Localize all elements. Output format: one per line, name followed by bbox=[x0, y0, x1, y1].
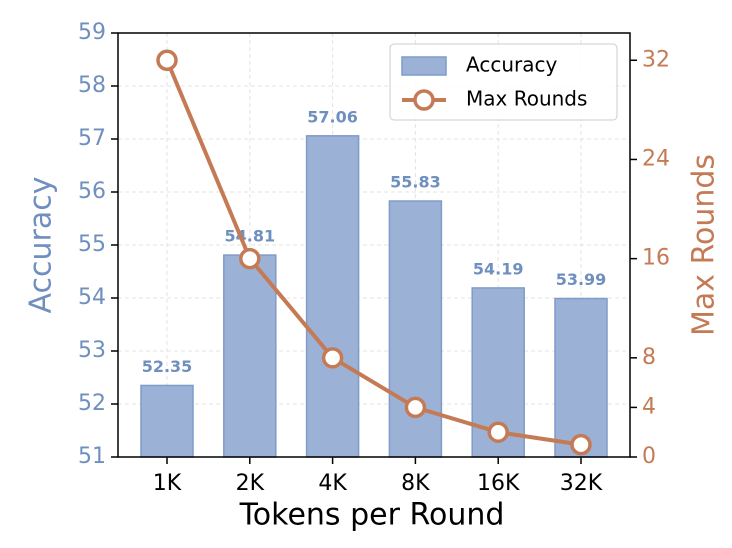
y2-tick-label: 8 bbox=[642, 345, 656, 370]
data-label: 55.83 bbox=[390, 173, 441, 192]
y2-tick-label: 32 bbox=[642, 47, 670, 72]
line-point bbox=[404, 396, 427, 419]
y-tick-label: 53 bbox=[78, 338, 106, 363]
bar bbox=[554, 297, 608, 458]
data-label: 54.19 bbox=[473, 259, 524, 278]
line-point bbox=[156, 49, 178, 72]
x-axis-label: Tokens per Round bbox=[239, 498, 505, 533]
x-tick-label: 2K bbox=[236, 471, 265, 496]
x-tick-label: 32K bbox=[560, 471, 603, 496]
line-point bbox=[487, 421, 509, 443]
line-point bbox=[570, 433, 592, 456]
y2-tick-label: 24 bbox=[642, 146, 670, 171]
data-label: 53.99 bbox=[556, 270, 607, 289]
y2-tick-label: 0 bbox=[642, 444, 656, 469]
line bbox=[165, 59, 582, 447]
line-point bbox=[321, 347, 344, 369]
legend-label: Max Rounds bbox=[466, 87, 587, 111]
x-tick-label: 4K bbox=[318, 471, 347, 496]
legend-label: Accuracy bbox=[466, 53, 557, 77]
y-tick-label: 54 bbox=[78, 285, 106, 310]
y-tick-label: 59 bbox=[78, 20, 106, 45]
x-tick-label: 16K bbox=[477, 471, 520, 496]
bar bbox=[140, 384, 194, 458]
y-axis-label: Accuracy bbox=[24, 177, 59, 314]
bar bbox=[388, 200, 443, 458]
bar bbox=[305, 135, 360, 458]
y2-tick-label: 16 bbox=[642, 246, 670, 271]
plot-frame bbox=[117, 32, 631, 458]
line-point bbox=[239, 247, 261, 270]
y-tick-label: 52 bbox=[78, 391, 106, 416]
y-tick-label: 56 bbox=[78, 179, 106, 204]
x-tick-label: 8K bbox=[401, 471, 430, 496]
y-tick-label: 58 bbox=[78, 73, 106, 98]
legend-swatch bbox=[413, 89, 435, 111]
legend-swatch bbox=[401, 56, 447, 76]
x-tick-label: 1K bbox=[153, 471, 182, 496]
bar bbox=[223, 254, 277, 458]
y2-tick-label: 4 bbox=[642, 394, 656, 419]
y-tick-label: 57 bbox=[78, 126, 106, 151]
y-tick-label: 55 bbox=[78, 232, 106, 257]
y-tick-label: 51 bbox=[78, 444, 106, 469]
y2-axis-label: Max Rounds bbox=[687, 154, 722, 336]
data-label: 54.81 bbox=[224, 227, 275, 246]
data-label: 52.35 bbox=[142, 357, 193, 376]
data-label: 57.06 bbox=[307, 107, 358, 126]
